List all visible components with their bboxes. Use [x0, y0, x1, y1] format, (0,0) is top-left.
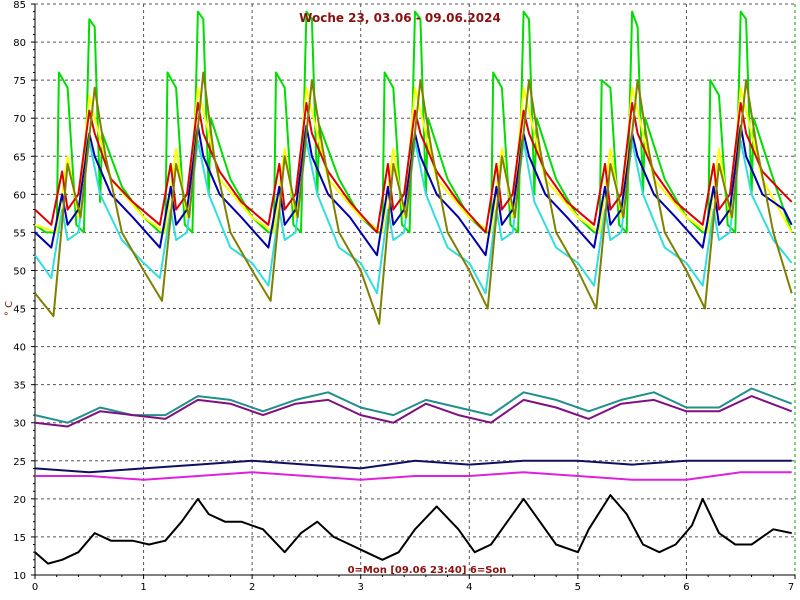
- x-tick-label: 6: [683, 582, 689, 593]
- series-line-10: [34, 494, 792, 565]
- x-tick-label: 7: [788, 582, 794, 593]
- chart-footer: 0=Mon [09.06 23:40] 6=Son: [348, 565, 507, 576]
- y-tick-label: 20: [13, 495, 26, 506]
- y-tick-label: 70: [13, 114, 26, 125]
- y-tick-label: 50: [13, 266, 26, 277]
- series-line-6: [34, 387, 793, 424]
- y-tick-label: 55: [13, 228, 26, 239]
- series-layer: [34, 10, 793, 565]
- series-line-4: [34, 140, 793, 295]
- y-tick-label: 85: [13, 0, 26, 11]
- series-line-2: [34, 102, 793, 234]
- y-tick-label: 45: [13, 305, 26, 316]
- x-tick-label: 3: [358, 582, 364, 593]
- x-tick-label: 5: [575, 582, 581, 593]
- y-tick-label: 40: [13, 343, 26, 354]
- y-tick-label: 65: [13, 152, 26, 163]
- x-tick-label: 1: [140, 582, 146, 593]
- x-tick-label: 2: [249, 582, 255, 593]
- y-tick-label: 75: [13, 76, 26, 87]
- y-axis-label: ° C: [4, 301, 15, 316]
- y-tick-label: 25: [13, 457, 26, 468]
- y-tick-label: 15: [13, 533, 26, 544]
- y-tick-label: 30: [13, 419, 26, 430]
- chart-title: Woche 23, 03.06 - 09.06.2024: [299, 11, 501, 25]
- y-tick-label: 60: [13, 190, 26, 201]
- series-line-8: [34, 459, 792, 474]
- series-line-3: [34, 124, 793, 257]
- series-line-9: [35, 471, 792, 481]
- y-tick-label: 10: [13, 571, 26, 582]
- y-tick-label: 35: [13, 381, 26, 392]
- series-line-5: [34, 71, 793, 325]
- x-tick-label: 0: [32, 582, 38, 593]
- series-line-7: [34, 395, 793, 428]
- x-tick-label: 4: [466, 582, 472, 593]
- y-tick-label: 80: [13, 38, 26, 49]
